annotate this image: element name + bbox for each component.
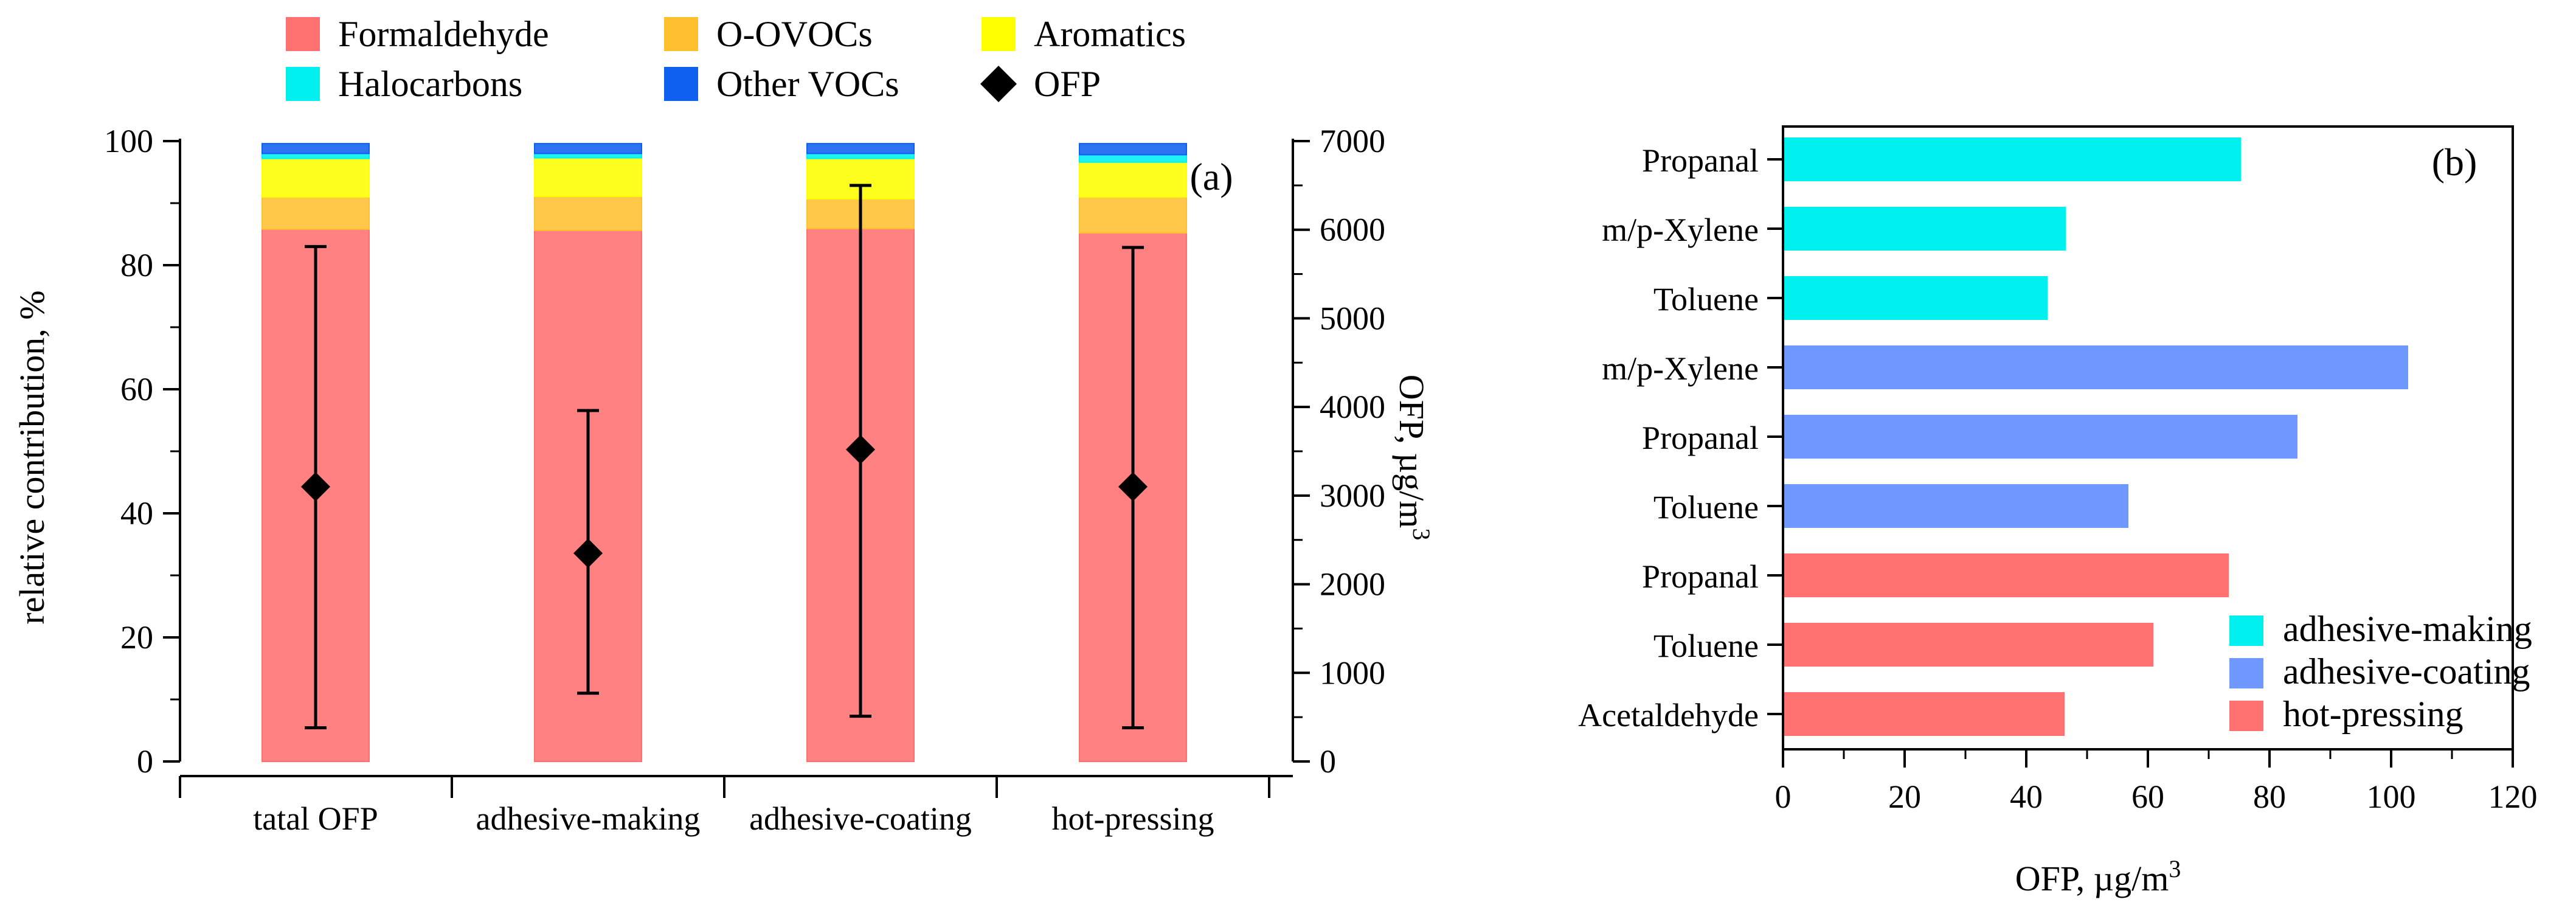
- horizontal-bars: [1783, 137, 2408, 736]
- legend-label: OFP: [1034, 64, 1101, 104]
- bar-segment: [806, 143, 915, 154]
- ofp-marker: [1118, 472, 1148, 502]
- bar-segment: [261, 143, 370, 154]
- axes-b: Propanal m/p-Xylene Toluene m/p-Xylene Propa…: [1578, 125, 2538, 815]
- chart-b: Propanal m/p-Xylene Toluene m/p-Xylene Propa…: [1578, 125, 2538, 898]
- x-tick-label: adhesive-making: [476, 800, 701, 837]
- chart-a: 0204060801000100020003000400050006000700…: [12, 123, 1435, 837]
- hbar: [1783, 137, 2241, 181]
- x-tick-label: 40: [2010, 778, 2043, 815]
- y2-tick-label: 3000: [1320, 477, 1385, 514]
- legend-b: adhesive-makingadhesive-coatinghot-press…: [2229, 609, 2532, 734]
- y-tick-label: Toluene: [1653, 628, 1759, 664]
- legend-ofp-marker: [980, 66, 1017, 102]
- y-tick-label: Acetaldehyde: [1578, 697, 1759, 733]
- legend-label: Other VOCs: [716, 64, 899, 104]
- y-tick-label: Propanal: [1642, 558, 1759, 595]
- bar-segment: [534, 195, 642, 231]
- bar-segment: [1079, 154, 1187, 163]
- legend-swatch: [664, 67, 698, 101]
- bar-segment: [806, 153, 915, 159]
- legend-label: adhesive-coating: [2283, 651, 2530, 692]
- y-axis-title-a: relative contribution, %: [12, 290, 52, 624]
- y-tick-label: m/p-Xylene: [1602, 350, 1759, 387]
- bar-segment: [1079, 196, 1187, 234]
- y2-axis-title-a: OFP, µg/m3: [1392, 375, 1435, 541]
- hbar: [1783, 623, 2153, 667]
- legend-swatch: [2229, 701, 2263, 731]
- y-tick-label: 60: [120, 371, 153, 407]
- y-tick-label: Propanal: [1642, 420, 1759, 456]
- ofp-marker: [573, 538, 603, 568]
- y-tick-label: 100: [104, 123, 153, 159]
- bar-segment: [1079, 143, 1187, 156]
- y-tick-label: Toluene: [1653, 281, 1759, 317]
- y-tick-label: 40: [120, 495, 153, 532]
- y-tick-label: 0: [137, 743, 153, 780]
- y-tick-label: 80: [120, 247, 153, 283]
- x-tick-label: 0: [1775, 778, 1792, 815]
- legend-swatch: [2229, 615, 2263, 646]
- hbar: [1783, 207, 2066, 251]
- x-tick-label: tatal OFP: [253, 800, 378, 837]
- y-tick-label: Toluene: [1653, 489, 1759, 525]
- legend-swatch: [664, 17, 698, 51]
- x-tick-label: 80: [2253, 778, 2286, 815]
- y-tick-label: Propanal: [1642, 142, 1759, 179]
- y2-tick-label: 0: [1320, 743, 1336, 780]
- x-axis-title-b: OFP, µg/m3: [2015, 855, 2181, 898]
- x-tick-label: 20: [1888, 778, 1921, 815]
- ofp-marker: [301, 472, 330, 502]
- ofp-markers: [301, 184, 1148, 730]
- y2-axis-title-main: OFP, µg/m: [1392, 375, 1432, 529]
- y-tick-label: m/p-Xylene: [1602, 212, 1759, 248]
- x-axis-title-main: OFP, µg/m: [2015, 859, 2169, 898]
- bar-segment: [534, 157, 642, 197]
- legend-label: Halocarbons: [338, 64, 522, 104]
- stacked-bars: [261, 143, 1187, 762]
- x-tick-label: 120: [2488, 778, 2538, 815]
- x-tick-label: 60: [2131, 778, 2164, 815]
- bar-segment: [261, 153, 370, 159]
- bar-segment: [534, 153, 642, 159]
- y2-axis-title-sup: 3: [1408, 528, 1435, 540]
- bar-segment: [261, 158, 370, 198]
- axes-a: 0204060801000100020003000400050006000700…: [104, 123, 1385, 837]
- legend-swatch: [982, 17, 1016, 51]
- legend-swatch: [2229, 658, 2263, 688]
- bar-segment: [1079, 161, 1187, 198]
- legend-swatch: [286, 67, 320, 101]
- legend-a: Formaldehyde O-OVOCs Aromatics Halocarbons O…: [286, 14, 1186, 104]
- y-tick-label: 20: [120, 619, 153, 656]
- hbar: [1783, 484, 2128, 528]
- y2-tick-label: 2000: [1320, 566, 1385, 603]
- ofp-marker: [846, 435, 875, 465]
- hbar: [1783, 345, 2408, 389]
- panel-label-b: (b): [2432, 140, 2477, 184]
- bar-segment: [261, 196, 370, 230]
- legend-label: Formaldehyde: [338, 14, 549, 54]
- legend-label: adhesive-making: [2283, 609, 2532, 649]
- hbar: [1783, 692, 2065, 736]
- panel-label-a: (a): [1189, 155, 1233, 198]
- x-axis-title-sup: 3: [2169, 855, 2181, 882]
- hbar: [1783, 415, 2297, 459]
- y2-tick-label: 7000: [1320, 123, 1385, 159]
- hbar: [1783, 553, 2229, 597]
- x-tick-label: hot-pressing: [1052, 800, 1214, 837]
- legend-label: hot-pressing: [2283, 694, 2463, 734]
- hbar: [1783, 276, 2048, 320]
- legend-label: Aromatics: [1034, 14, 1186, 54]
- y2-tick-label: 1000: [1320, 654, 1385, 691]
- legend-swatch: [286, 17, 320, 51]
- x-tick-label: 100: [2367, 778, 2416, 815]
- legend-label: O-OVOCs: [716, 14, 873, 54]
- bar-segment: [534, 143, 642, 154]
- y2-tick-label: 5000: [1320, 300, 1385, 336]
- x-tick-label: adhesive-coating: [749, 800, 972, 837]
- y2-tick-label: 4000: [1320, 389, 1385, 425]
- y2-tick-label: 6000: [1320, 212, 1385, 248]
